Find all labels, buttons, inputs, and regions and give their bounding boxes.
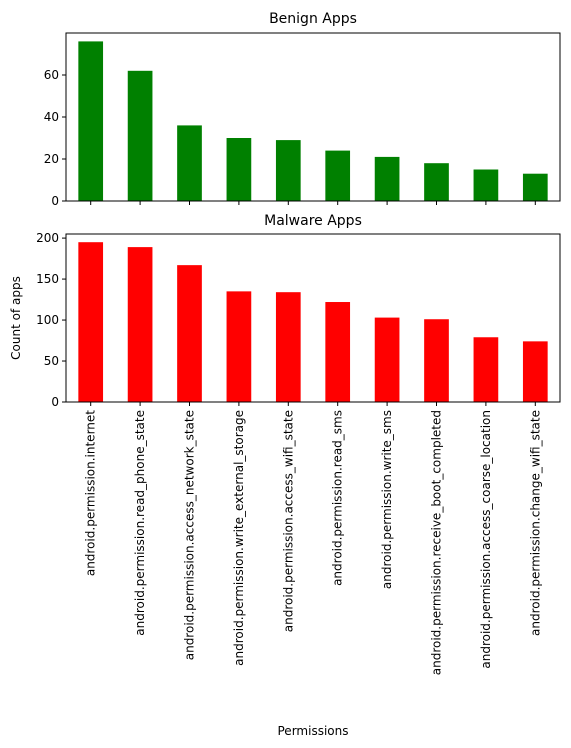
benign-bar xyxy=(78,41,104,202)
benign-x-ticks xyxy=(90,201,536,205)
benign-bar xyxy=(325,150,351,201)
benign-bar xyxy=(127,70,153,201)
malware-y-tick-label: 100 xyxy=(36,313,59,327)
x-tick-label: android.permission.access_coarse_locatio… xyxy=(479,410,493,669)
malware-bar xyxy=(473,337,499,402)
x-tick-label: android.permission.access_wifi_state xyxy=(281,410,295,632)
malware-apps-panel: Malware Apps 0 50 100 150 200 android.permis… xyxy=(9,213,561,738)
benign-bar xyxy=(374,156,400,201)
x-tick-label: android.permission.write_sms xyxy=(380,410,394,589)
malware-axes-frame xyxy=(65,233,561,403)
x-tick-label: android.permission.read_phone_state xyxy=(133,410,147,636)
benign-bar xyxy=(177,125,202,201)
malware-bars xyxy=(78,242,548,402)
benign-axes-frame xyxy=(65,32,561,202)
malware-bar xyxy=(127,247,153,402)
malware-y-ticks: 0 50 100 150 200 xyxy=(36,231,66,409)
x-tick-label: android.permission.change_wifi_state xyxy=(528,410,542,636)
malware-y-tick-label: 0 xyxy=(51,395,59,409)
benign-chart-title: Benign Apps xyxy=(269,11,357,27)
benign-bar xyxy=(424,163,449,201)
malware-y-tick-label: 50 xyxy=(44,354,59,368)
malware-bar xyxy=(424,319,449,402)
malware-bar xyxy=(275,292,301,402)
x-axis-label: Permissions xyxy=(278,724,349,738)
malware-x-ticks: android.permission.internet android.permi… xyxy=(84,402,542,675)
x-tick-label: android.permission.internet xyxy=(84,410,98,576)
benign-bar xyxy=(226,138,252,201)
x-tick-label: android.permission.read_sms xyxy=(331,410,345,586)
benign-bar xyxy=(275,140,301,201)
malware-bar xyxy=(522,341,548,402)
malware-chart-title: Malware Apps xyxy=(264,213,362,229)
benign-bar xyxy=(473,169,499,201)
benign-apps-panel: Benign Apps 0 20 40 60 xyxy=(44,11,561,208)
malware-bar xyxy=(226,291,252,402)
benign-y-ticks: 0 20 40 60 xyxy=(44,68,66,208)
benign-y-tick-label: 60 xyxy=(44,68,59,82)
x-tick-label: android.permission.access_network_state xyxy=(183,410,197,660)
malware-y-tick-label: 200 xyxy=(36,231,59,245)
benign-bar xyxy=(522,173,548,201)
malware-bar xyxy=(374,317,400,402)
malware-bar xyxy=(325,302,351,402)
malware-y-tick-label: 150 xyxy=(36,272,59,286)
malware-bar xyxy=(177,265,202,402)
x-tick-label: android.permission.receive_boot_complete… xyxy=(430,410,444,675)
benign-y-tick-label: 40 xyxy=(44,110,59,124)
x-tick-label: android.permission.write_external_storag… xyxy=(232,410,246,666)
malware-bar xyxy=(78,242,104,402)
benign-y-tick-label: 20 xyxy=(44,152,59,166)
y-axis-label: Count of apps xyxy=(9,276,23,360)
benign-bars xyxy=(78,41,548,202)
benign-y-tick-label: 0 xyxy=(51,194,59,208)
